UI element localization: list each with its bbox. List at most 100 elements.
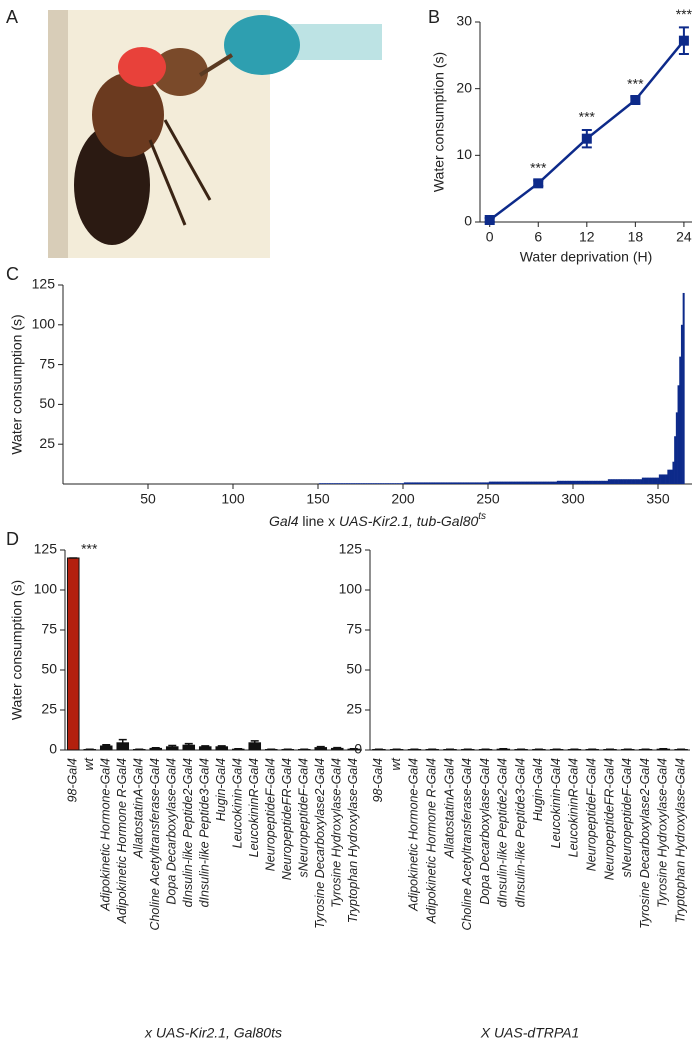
bar — [475, 482, 478, 484]
bar — [334, 483, 337, 484]
x-tick-label: NeuropeptideF-Gal4 — [585, 758, 599, 871]
bar — [352, 483, 355, 484]
bar — [386, 483, 389, 484]
bar — [657, 477, 660, 484]
x-axis-label-part: line x — [299, 513, 339, 529]
x-tick-label: dInsulin-like Peptide2-Gal4 — [181, 758, 195, 907]
bar — [616, 479, 619, 484]
bar — [366, 483, 369, 484]
bar — [619, 479, 622, 484]
x-tick-label: 350 — [646, 491, 670, 507]
fly-head — [152, 48, 208, 96]
bar — [592, 480, 595, 484]
bar — [407, 482, 410, 484]
panel-label: B — [428, 7, 440, 27]
bar — [522, 481, 525, 484]
bar — [512, 481, 515, 484]
bar — [439, 482, 442, 484]
point-label: *** — [579, 109, 596, 125]
bar — [563, 480, 566, 484]
bar — [531, 481, 534, 484]
bar — [459, 482, 462, 484]
error-bar — [168, 744, 177, 747]
y-tick-label: 100 — [339, 581, 363, 597]
bar — [476, 482, 479, 484]
x-axis-label-part: Gal4 — [269, 513, 299, 529]
bar — [490, 481, 493, 484]
bar — [660, 474, 663, 484]
x-tick-label: 0 — [486, 229, 494, 245]
bar — [674, 436, 677, 484]
bar — [448, 482, 451, 484]
bar — [599, 480, 602, 484]
bar — [567, 480, 570, 484]
bar — [342, 483, 345, 484]
bar — [449, 482, 452, 484]
bar — [582, 480, 585, 484]
panel-label: A — [6, 7, 18, 27]
bar — [543, 481, 546, 484]
x-axis-label: Water deprivation (H) — [520, 249, 653, 265]
error-bar — [316, 745, 325, 748]
bar — [665, 474, 668, 484]
bar — [577, 480, 580, 484]
group-label: X UAS-dTRPA1 — [480, 1025, 580, 1041]
y-tick-label: 25 — [41, 701, 57, 717]
bar — [499, 481, 502, 484]
bar — [410, 482, 413, 484]
point-marker — [484, 215, 495, 225]
bar — [424, 482, 427, 484]
bar — [638, 479, 641, 484]
bar — [560, 480, 563, 484]
bar — [597, 480, 600, 484]
bar — [453, 482, 456, 484]
bar — [604, 480, 607, 484]
bar — [116, 742, 130, 751]
x-tick-label: Dopa Decarboxylase-Gal4 — [165, 758, 179, 905]
x-tick-label: 300 — [561, 491, 585, 507]
error-bar — [250, 740, 259, 743]
bar — [482, 482, 485, 484]
bar — [677, 385, 680, 484]
bar — [580, 480, 583, 484]
x-tick-label: Leucokinin-Gal4 — [549, 758, 563, 848]
x-tick-label: Adipokinetic Hormone R-Gal4 — [115, 758, 129, 924]
y-tick-label: 0 — [354, 741, 362, 757]
x-tick-label: dInsulin-like Peptide2-Gal4 — [496, 758, 510, 907]
bar — [465, 482, 468, 484]
bar — [504, 481, 507, 484]
x-tick-label: Tryptophan Hydroxylase-Gal4 — [673, 758, 687, 923]
bar — [669, 469, 672, 484]
bar — [339, 483, 342, 484]
bar — [602, 480, 605, 484]
bar — [376, 483, 379, 484]
bar — [398, 483, 401, 484]
bar — [471, 482, 474, 484]
bar — [626, 479, 629, 484]
bar — [318, 483, 321, 484]
x-tick-label: 98-Gal4 — [66, 758, 80, 803]
bar — [436, 482, 439, 484]
bar — [621, 479, 624, 484]
bar — [408, 482, 411, 484]
x-tick-label: NeuropeptideF-Gal4 — [264, 758, 278, 871]
bar — [415, 482, 418, 484]
bar — [641, 477, 644, 484]
bar — [395, 483, 398, 484]
x-tick-label: Tyrosine Decarboxylase2-Gal4 — [313, 758, 327, 929]
bar — [652, 477, 655, 484]
bar — [663, 474, 666, 484]
bar — [349, 483, 352, 484]
bar — [527, 481, 530, 484]
bar — [623, 479, 626, 484]
error-bar — [151, 747, 160, 749]
bar — [446, 482, 449, 484]
bar — [344, 483, 347, 484]
y-tick-label: 50 — [41, 661, 57, 677]
bar — [422, 482, 425, 484]
x-tick-label: 12 — [579, 229, 595, 245]
x-tick-label: Tyrosine Hydroxylase-Gal4 — [656, 758, 670, 908]
y-tick-label: 125 — [339, 541, 363, 557]
y-tick-label: 75 — [41, 621, 57, 637]
